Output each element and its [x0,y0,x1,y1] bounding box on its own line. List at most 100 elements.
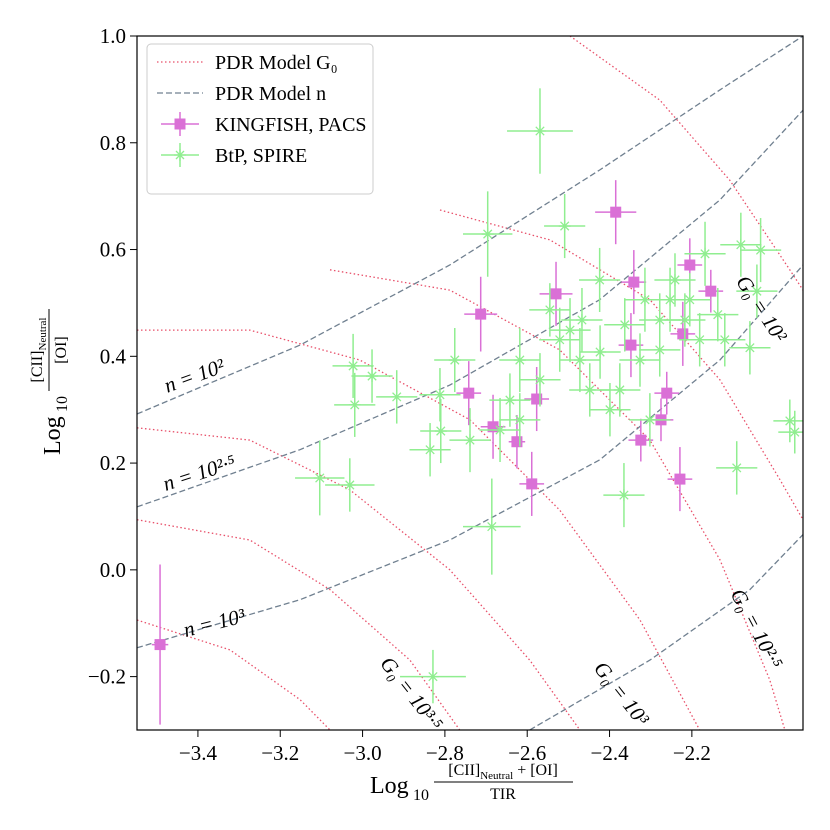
marker [603,403,616,416]
marker [463,387,475,399]
legend: PDR Model G₀ PDR Model n KINGFISH, PACS BtP… [146,43,374,195]
marker [494,423,507,436]
marker [613,383,626,396]
marker [678,314,691,327]
data-point [639,323,681,377]
marker [464,434,476,447]
marker [633,354,646,367]
marker [366,370,379,383]
curve-label: G₀ = 10³ [589,657,654,731]
y-tick-label: 0.8 [100,131,126,155]
y-tick-label: −0.2 [88,665,126,689]
marker [475,308,487,320]
data-point [778,410,803,454]
x-tick-label: −2.6 [508,741,546,765]
marker [343,478,356,491]
marker [684,259,696,271]
data-point [529,283,571,337]
curve-label: G₀ = 10²·⁵ [726,585,788,673]
data-point [151,564,169,725]
x-label-log: Log [370,773,409,799]
y-label-numerator: [CII]Neutral [29,318,49,383]
data-point [376,370,418,424]
data-point [419,368,461,422]
marker [638,293,651,306]
marker [661,387,673,399]
marker [503,394,516,407]
marker [668,273,681,286]
data-point [684,221,726,286]
data-point [400,649,466,704]
x-tick-label: −2.4 [590,741,629,765]
data-point [736,264,778,318]
marker [653,343,666,356]
x-label-num-sub: Neutral [480,770,513,782]
x-tick-label: −2.8 [426,741,464,765]
marker [424,443,437,456]
marker [550,288,562,300]
y-label-num-sub: Neutral [37,318,49,351]
marker [390,390,403,403]
data-point [579,325,621,379]
data-point [679,313,721,367]
marker [674,473,686,485]
x-label-num: [CII] [448,762,480,779]
curve-label: n = 10³ [181,603,248,642]
data-point [669,273,711,327]
data-point [654,253,696,307]
legend-label: KINGFISH, PACS [215,114,367,136]
marker [625,339,637,351]
y-tick-label: 0.6 [100,238,126,262]
marker [734,238,747,251]
data-point [670,301,696,366]
data-point [464,276,498,352]
marker [683,293,696,306]
x-label-denominator: TIR [490,786,516,803]
y-tick-label: 0.2 [100,451,126,475]
legend-label: PDR Model n [215,83,326,105]
data-point [589,383,631,437]
data-point [569,363,611,417]
marker [448,354,461,367]
curve-label: n = 10²·⁵ [160,450,239,496]
marker [594,346,607,359]
data-point [489,373,531,427]
data-point [559,328,601,393]
x-tick-label: −3.0 [344,741,382,765]
marker [543,303,556,316]
legend-swatch [174,149,186,161]
x-tick-label: −2.2 [673,741,711,765]
marker [511,436,523,448]
marker [154,639,166,651]
marker [693,333,706,346]
marker [513,413,526,426]
data-point [698,269,724,313]
data-point [604,298,646,352]
data-point [716,441,758,495]
model-curve [137,519,461,730]
marker [434,425,447,438]
legend-label: PDR Model G₀ [215,52,338,74]
x-tick-label: −3.4 [179,741,218,765]
marker [788,426,801,439]
marker [347,359,360,372]
y-label-num: [CII] [29,351,46,383]
x-label-numerator: [CII]Neutral + [OI] [448,762,558,782]
marker [433,388,446,401]
marker [643,413,656,426]
data-point [332,333,374,398]
model-curve [569,36,803,291]
marker [610,206,622,218]
y-label-log: Log [40,416,66,455]
model-curve [137,427,581,730]
marker [750,285,763,298]
x-axis-label: Log 10 [CII]Neutral + [OI] TIR [370,762,573,804]
data-point [697,287,739,342]
marker [699,247,712,260]
marker [628,276,640,288]
data-point [519,353,561,407]
marker [677,328,689,340]
data-point [704,313,746,367]
marker [718,333,731,346]
